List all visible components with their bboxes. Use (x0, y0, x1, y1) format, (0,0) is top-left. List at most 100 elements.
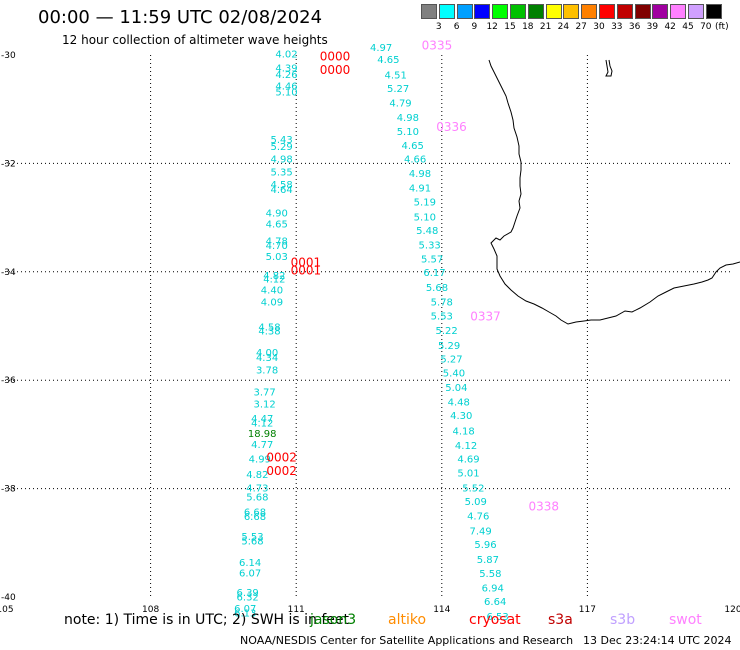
wave-height-value: 5.53 (431, 311, 453, 322)
satellite-name: s3a (548, 612, 573, 628)
wave-height-value: 6.64 (484, 597, 506, 608)
wave-height-value: 6.14 (239, 558, 261, 569)
wave-height-value: 3.77 (254, 387, 276, 398)
wave-height-value: 5.04 (445, 383, 467, 394)
wave-height-value: 5.57 (421, 255, 443, 266)
coastline-path (488, 59, 740, 325)
wave-height-value: 4.09 (261, 297, 283, 308)
wave-height-value: 4.12 (455, 441, 477, 452)
legend-swatch (688, 4, 704, 19)
legend-swatch (474, 4, 491, 19)
wave-height-value: 5.10 (414, 212, 436, 223)
lon-tick-label: 117 (579, 605, 596, 615)
wave-height-value: 6.68 (244, 512, 266, 523)
legend-swatch (599, 4, 615, 19)
wave-height-value: 5.19 (414, 198, 436, 209)
wave-height-value: 4.40 (261, 285, 283, 296)
wave-height-value: 4.73 (246, 483, 268, 494)
map-subtitle: 12 hour collection of altimeter wave hei… (62, 33, 328, 47)
wave-height-value: 3.78 (256, 366, 278, 377)
satellite-name: jason3 (310, 612, 357, 628)
wave-height-value: 4.66 (404, 154, 426, 165)
wave-height-value: 5.53 (241, 532, 263, 543)
lon-tick-label: 114 (433, 605, 450, 615)
wave-height-value: 6.07 (239, 568, 261, 579)
satellite-name: swot (669, 612, 702, 628)
wave-height-value: 4.30 (450, 411, 472, 422)
wave-height-value: 4.77 (251, 440, 273, 451)
wave-height-value: 4.02 (275, 50, 297, 61)
legend-label: 6 (453, 22, 460, 32)
lat-tick-label: -40 (1, 593, 16, 603)
legend-label: 15 (504, 22, 516, 32)
legend-label: (ft) (715, 22, 729, 32)
wave-height-value: 6.07 (234, 604, 256, 615)
lat-tick-label: -38 (1, 485, 16, 495)
legend-label: 9 (471, 22, 478, 32)
lon-tick-label: 111 (288, 605, 305, 615)
wave-height-value: 4.97 (370, 43, 392, 54)
legend-label: 18 (522, 22, 534, 32)
satellite-name: cryosat (469, 612, 521, 628)
lat-tick-label: -32 (1, 159, 16, 169)
units-note: note: 1) Time is in UTC; 2) SWH is in fe… (64, 612, 350, 628)
wave-height-value: 4.78 (266, 237, 288, 248)
track-time-label: 0000 (320, 63, 351, 77)
satellite-name: s3b (610, 612, 636, 628)
legend-swatch (581, 4, 598, 19)
legend-label: 27 (575, 22, 587, 32)
map-title: 00:00 — 11:59 UTC 02/08/2024 (38, 7, 323, 28)
wave-height-value: 5.01 (457, 469, 479, 480)
wave-height-value: 4.98 (271, 154, 293, 165)
wave-height-value: 4.39 (275, 63, 297, 74)
wave-height-value: 6.94 (482, 584, 504, 595)
wave-height-value: 7.49 (469, 527, 491, 538)
wave-height-value: 4.65 (266, 219, 288, 230)
wave-height-value: 5.27 (387, 84, 409, 95)
wave-height-value: 5.22 (436, 326, 458, 337)
wave-height-value: 3.12 (254, 399, 276, 410)
wave-height-value: 4.64 (271, 185, 293, 196)
axis-labels: 105 108 111 114 117 120 -30 -32 -34 -36 -38 -40 (0, 51, 740, 615)
wave-height-value: 5.87 (477, 555, 499, 566)
legend-swatch (634, 4, 651, 19)
wave-height-value: 4.34 (256, 353, 278, 364)
wave-height-value: 6.32 (237, 592, 259, 603)
wave-height-value: 6.17 (423, 268, 445, 279)
legend-swatch (652, 4, 669, 19)
wave-height-value: 4.38 (258, 327, 280, 338)
wave-height-value: 5.10 (397, 127, 419, 138)
wave-height-value: 4.82 (246, 470, 268, 481)
wave-height-value: 5.96 (474, 540, 496, 551)
wave-height-value: 5.58 (479, 569, 501, 580)
wave-height-value: 4.26 (275, 70, 297, 81)
satellite-name: altiko (388, 612, 427, 628)
lat-tick-label: -34 (1, 268, 16, 278)
wave-height-value: 4.98 (397, 113, 419, 124)
wave-height-value: 4.58 (258, 322, 280, 333)
legend-label: 30 (593, 22, 605, 32)
track-time-label: 0000 (320, 49, 351, 63)
graticule (5, 55, 733, 597)
legend-swatch (492, 4, 509, 19)
legend-label: 3 (435, 22, 442, 32)
wave-height-value: 5.78 (431, 297, 453, 308)
wave-height-value: 4.12 (251, 418, 273, 429)
track-time-label: 0337 (470, 310, 501, 324)
legend-swatch (438, 4, 455, 19)
wave-height-value: 6.53 (486, 612, 508, 623)
lon-tick-label: 120 (724, 605, 740, 615)
wave-height-value: 4.65 (377, 55, 399, 66)
island-outline (605, 59, 613, 77)
wave-height-value: 6.68 (244, 508, 266, 519)
wave-height-value: 4.00 (256, 348, 278, 359)
track-time-label: 0338 (528, 499, 559, 513)
wave-height-value: 6.39 (237, 588, 259, 599)
wave-height-value: 5.43 (271, 135, 293, 146)
legend-label: 12 (486, 22, 498, 32)
wave-height-value: 5.35 (271, 167, 293, 178)
generation-timestamp: 13 Dec 23:24:14 UTC 2024 (583, 634, 732, 647)
legend-swatch (510, 4, 526, 19)
legend-swatch (527, 4, 544, 19)
